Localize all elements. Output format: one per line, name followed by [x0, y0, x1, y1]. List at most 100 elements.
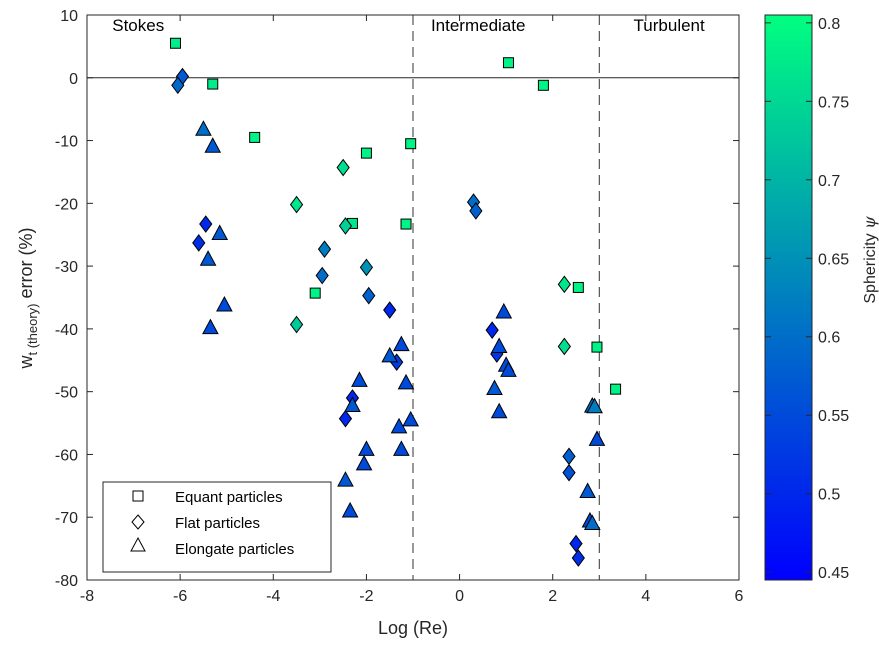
region-label-turbulent: Turbulent — [634, 16, 705, 35]
colorbar-tick-label: 0.5 — [818, 487, 840, 504]
flat-marker — [557, 337, 571, 356]
colorbar-tick-label: 0.45 — [818, 565, 849, 582]
flat-marker — [199, 215, 213, 233]
y-axis-title-main: w — [16, 355, 36, 370]
y-tick-label: -50 — [55, 385, 78, 402]
y-tick-label: 10 — [60, 8, 78, 25]
elongate-marker — [393, 335, 410, 352]
y-tick-label: -80 — [55, 573, 78, 590]
elongate-marker — [381, 346, 399, 363]
colorbar-ticks: 0.8 0.75 0.7 0.65 0.6 0.55 0.5 0.45 — [765, 16, 849, 582]
region-label-intermediate: Intermediate — [431, 16, 526, 35]
equant-marker — [249, 131, 261, 143]
elongate-marker — [490, 402, 508, 419]
x-tick-label: 6 — [735, 588, 744, 605]
colorbar-label-symbol: ψ — [860, 216, 879, 229]
equant-marker — [537, 79, 549, 91]
colorbar-label-text: Sphericity — [862, 229, 879, 304]
regime-boundaries — [412, 15, 600, 580]
elongate-marker — [588, 430, 606, 446]
flat-marker — [317, 240, 332, 258]
elongate-marker — [586, 397, 603, 414]
flat-marker — [289, 195, 304, 214]
legend-square-marker — [132, 490, 144, 502]
y-tick-label: -10 — [55, 134, 78, 151]
legend-triangle-marker — [130, 536, 146, 552]
elongate-marker — [397, 373, 415, 390]
y-axis-title-subscript: t (theory) — [25, 303, 40, 355]
elongate-marker — [393, 440, 410, 456]
equant-marker — [360, 147, 372, 159]
y-axis-title-rest: error (%) — [16, 227, 36, 303]
colorbar: 0.8 0.75 0.7 0.65 0.6 0.55 0.5 0.45 Sphericity … — [764, 14, 879, 582]
flat-marker — [571, 549, 585, 567]
flat-marker — [383, 301, 397, 319]
regime-labels: Stokes Intermediate Turbulent — [112, 16, 705, 35]
equant-marker — [502, 57, 514, 69]
elongate-marker — [341, 501, 359, 518]
colorbar-tick-label: 0.55 — [818, 408, 849, 425]
x-tick-label: -4 — [266, 588, 280, 605]
flat-marker — [336, 158, 350, 177]
equant-marker — [400, 218, 412, 230]
legend-elongate-label: Elongate particles — [175, 541, 294, 558]
x-tick-label: 2 — [548, 588, 557, 605]
y-tick-label: 0 — [69, 71, 78, 88]
flat-marker — [362, 286, 376, 305]
region-label-stokes: Stokes — [112, 16, 164, 35]
equant-marker — [610, 383, 622, 395]
colorbar-label: Sphericity ψ — [860, 216, 879, 304]
flat-marker — [289, 315, 304, 334]
x-axis-title: Log (Re) — [378, 618, 448, 638]
y-axis-title: wt (theory) error (%) — [16, 227, 40, 369]
flat-marker — [562, 463, 576, 482]
elongate-marker — [344, 396, 361, 412]
flat-marker — [469, 202, 483, 220]
colorbar-tick-label: 0.8 — [818, 16, 840, 33]
elongate-marker — [579, 482, 596, 498]
y-axis-ticks: 10 0 -10 -20 -30 -40 -50 -60 -70 -80 — [55, 8, 739, 590]
colorbar-gradient — [764, 14, 813, 581]
elongate-marker — [195, 120, 212, 136]
flat-marker — [315, 266, 329, 285]
y-tick-label: -40 — [55, 322, 78, 339]
elongate-marker — [216, 295, 233, 312]
x-axis-ticks: -8 -6 -4 -2 0 2 4 6 — [80, 15, 744, 605]
elongate-marker — [204, 137, 222, 153]
flat-marker — [338, 409, 353, 428]
equant-marker — [591, 341, 603, 353]
flat-marker — [171, 76, 185, 95]
elongate-marker — [337, 471, 354, 487]
elongate-marker — [490, 337, 508, 353]
elongate-marker — [486, 379, 503, 396]
data-markers — [169, 37, 622, 567]
flat-marker — [562, 447, 576, 466]
colorbar-tick-label: 0.75 — [818, 94, 849, 111]
colorbar-tick-label: 0.65 — [818, 251, 849, 268]
elongate-marker — [402, 410, 420, 427]
x-tick-label: 4 — [641, 588, 650, 605]
elongate-marker — [500, 361, 517, 377]
x-tick-label: -8 — [80, 588, 94, 605]
equant-marker — [309, 287, 321, 299]
colorbar-tick-label: 0.7 — [818, 173, 840, 190]
flat-marker — [359, 258, 374, 277]
elongate-marker — [351, 371, 368, 387]
elongate-marker — [495, 302, 513, 319]
legend: Equant particles Flat particles Elongate… — [102, 481, 332, 573]
flat-marker — [485, 321, 499, 339]
elongate-marker — [358, 440, 375, 456]
flat-marker — [569, 534, 583, 553]
elongate-marker — [199, 250, 217, 266]
y-tick-label: -20 — [55, 196, 78, 213]
elongate-marker — [202, 318, 219, 335]
elongate-marker — [583, 514, 601, 530]
equant-marker — [572, 281, 584, 293]
elongate-marker — [355, 454, 373, 471]
equant-marker — [405, 138, 417, 150]
colorbar-tick-label: 0.6 — [818, 330, 840, 347]
y-tick-label: -30 — [55, 259, 78, 276]
flat-marker — [557, 275, 571, 294]
y-tick-label: -60 — [55, 447, 78, 464]
